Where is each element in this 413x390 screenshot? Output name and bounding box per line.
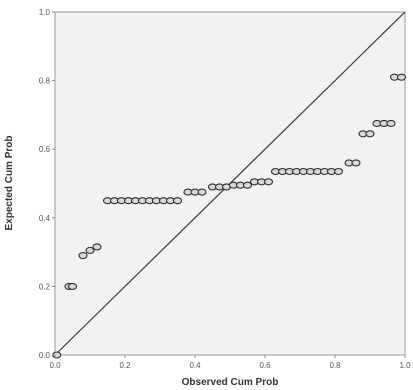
data-points [52, 73, 407, 359]
data-point [263, 178, 274, 186]
x-tick-label: 1.0 [399, 361, 411, 370]
y-tick-label: 0.4 [39, 214, 51, 223]
x-tick-label: 0.2 [119, 361, 131, 370]
data-point [365, 130, 375, 138]
x-axis-ticks: 0.0 0.2 0.4 0.6 0.8 1.0 [49, 355, 411, 370]
y-tick-label: 0.8 [39, 77, 51, 86]
x-tick-label: 0.8 [329, 361, 341, 370]
data-point [85, 246, 95, 254]
y-tick-label: 0.0 [39, 351, 51, 360]
data-point [351, 159, 361, 167]
x-tick-label: 0.4 [189, 361, 201, 370]
data-point [386, 119, 396, 128]
data-point [92, 243, 102, 251]
data-point [172, 197, 183, 205]
y-axis-ticks: 0.0 0.2 0.4 0.6 0.8 1.0 [39, 8, 55, 360]
data-point [197, 188, 207, 196]
data-point [242, 181, 253, 189]
data-point [396, 73, 407, 81]
y-tick-label: 0.6 [39, 145, 51, 154]
data-point [333, 167, 344, 176]
y-tick-label: 1.0 [39, 8, 51, 17]
x-tick-label: 0.0 [49, 361, 61, 370]
x-tick-label: 0.6 [259, 361, 271, 370]
y-tick-label: 0.2 [39, 282, 51, 291]
data-point [67, 282, 78, 290]
y-axis-title: Expected Cum Prob [4, 135, 15, 230]
data-point [78, 251, 88, 260]
x-axis-title: Observed Cum Prob [182, 377, 279, 388]
